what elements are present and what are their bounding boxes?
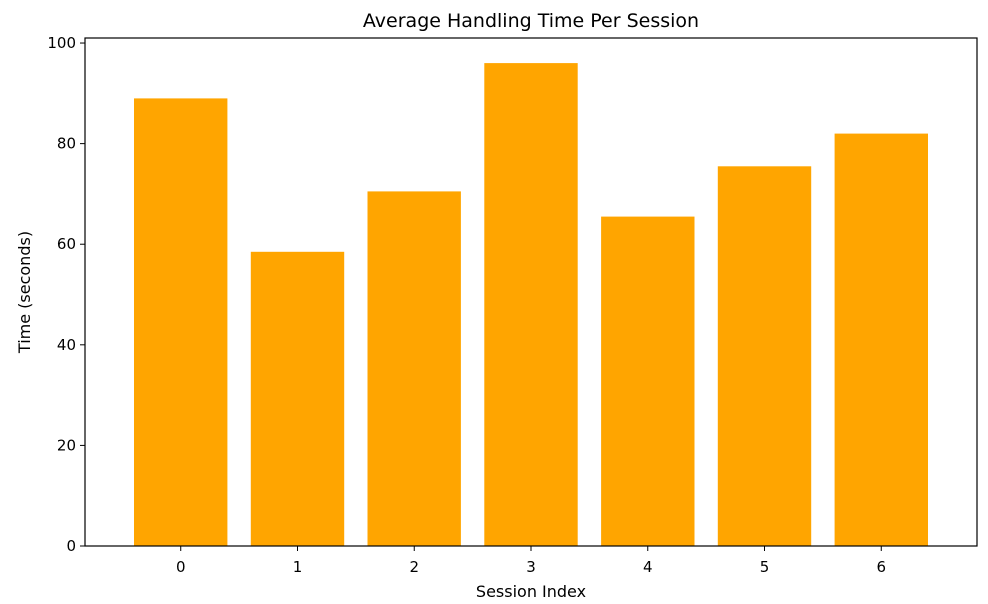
y-tick-label: 100 xyxy=(47,34,76,52)
bar-session-2 xyxy=(367,191,461,546)
y-tick-label: 0 xyxy=(66,537,76,555)
x-tick-label: 3 xyxy=(526,558,536,576)
x-tick-label: 5 xyxy=(760,558,770,576)
x-tick-label: 0 xyxy=(176,558,186,576)
y-tick-label: 20 xyxy=(57,436,76,454)
bar-session-6 xyxy=(834,133,928,546)
bar-session-0 xyxy=(134,98,228,547)
x-tick-label: 4 xyxy=(643,558,653,576)
y-tick-label: 60 xyxy=(57,235,76,253)
y-tick-label: 80 xyxy=(57,135,76,153)
bar-session-3 xyxy=(484,63,578,546)
plot-frame xyxy=(84,37,978,547)
x-tick-label: 1 xyxy=(293,558,303,576)
y-tick-label: 40 xyxy=(57,336,76,354)
x-axis-ticks: 0 1 2 3 4 5 6 xyxy=(176,546,886,576)
bars-group xyxy=(134,63,928,547)
y-axis-ticks: 0 20 40 60 80 100 xyxy=(47,34,85,555)
bar-session-1 xyxy=(250,251,345,547)
chart-title: Average Handling Time Per Session xyxy=(363,10,699,32)
x-tick-label: 2 xyxy=(409,558,419,576)
x-axis-label: Session Index xyxy=(476,582,586,601)
bar-session-4 xyxy=(601,216,695,546)
y-axis-label: Time (seconds) xyxy=(15,231,34,354)
x-tick-label: 6 xyxy=(876,558,886,576)
bar-session-5 xyxy=(717,166,812,547)
